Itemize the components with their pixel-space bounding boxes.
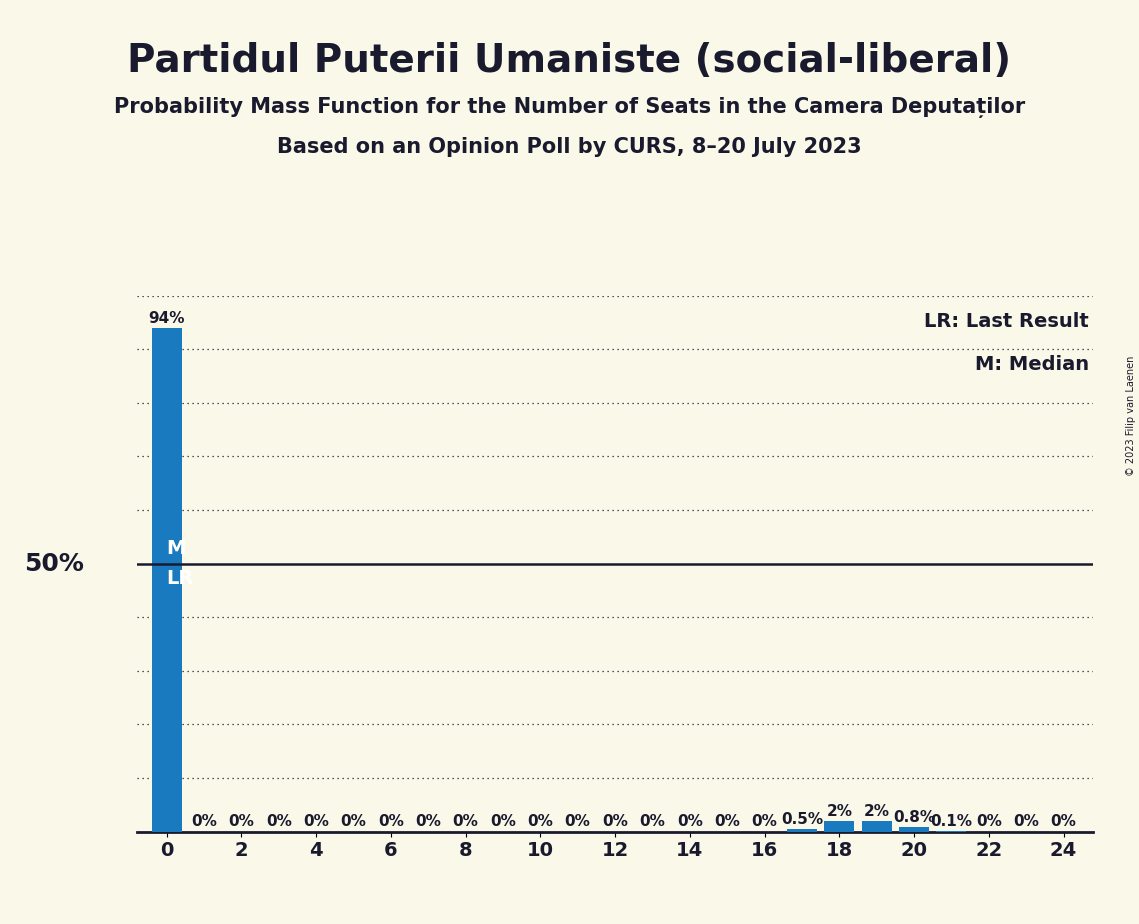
Bar: [862, 821, 892, 832]
Text: 0%: 0%: [229, 814, 254, 830]
Text: LR: LR: [166, 569, 194, 588]
Text: 0%: 0%: [341, 814, 367, 830]
Bar: [899, 827, 929, 832]
Text: 2%: 2%: [863, 804, 890, 819]
Text: 0%: 0%: [603, 814, 628, 830]
Text: 0%: 0%: [714, 814, 740, 830]
Bar: [787, 829, 817, 832]
Text: LR: Last Result: LR: Last Result: [924, 311, 1089, 331]
Text: 0%: 0%: [452, 814, 478, 830]
Text: M: M: [166, 540, 186, 558]
Text: 0%: 0%: [265, 814, 292, 830]
Text: 0%: 0%: [378, 814, 403, 830]
Text: 0%: 0%: [639, 814, 665, 830]
Text: 0.1%: 0.1%: [931, 814, 973, 829]
Bar: [151, 328, 181, 832]
Text: 0%: 0%: [303, 814, 329, 830]
Text: 0%: 0%: [1050, 814, 1076, 830]
Text: 0%: 0%: [490, 814, 516, 830]
Text: 0%: 0%: [565, 814, 591, 830]
Text: 0%: 0%: [527, 814, 554, 830]
Text: Probability Mass Function for the Number of Seats in the Camera Deputaților: Probability Mass Function for the Number…: [114, 97, 1025, 118]
Text: 0.5%: 0.5%: [781, 812, 823, 827]
Text: 0%: 0%: [416, 814, 441, 830]
Text: 0%: 0%: [1014, 814, 1039, 830]
Text: 0%: 0%: [677, 814, 703, 830]
Text: M: Median: M: Median: [975, 355, 1089, 373]
Bar: [825, 821, 854, 832]
Text: 0%: 0%: [976, 814, 1001, 830]
Text: 0%: 0%: [752, 814, 778, 830]
Text: 50%: 50%: [24, 552, 84, 576]
Text: 0%: 0%: [191, 814, 216, 830]
Text: 2%: 2%: [826, 804, 852, 819]
Text: 0.8%: 0.8%: [893, 810, 935, 825]
Text: Based on an Opinion Poll by CURS, 8–20 July 2023: Based on an Opinion Poll by CURS, 8–20 J…: [277, 137, 862, 157]
Text: © 2023 Filip van Laenen: © 2023 Filip van Laenen: [1126, 356, 1136, 476]
Text: Partidul Puterii Umaniste (social-liberal): Partidul Puterii Umaniste (social-libera…: [128, 42, 1011, 79]
Text: 94%: 94%: [148, 310, 185, 325]
